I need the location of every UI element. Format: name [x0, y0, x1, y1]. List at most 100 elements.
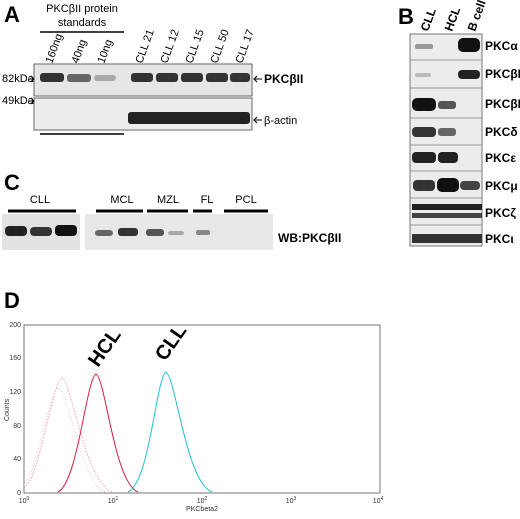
column-label: CLL	[418, 6, 439, 33]
c-bands	[5, 225, 210, 236]
lane-label: CLL 50	[209, 28, 232, 65]
band	[460, 181, 480, 190]
band	[131, 73, 153, 82]
band-label: PKCβII	[264, 72, 303, 86]
row-dividers	[410, 59, 482, 226]
band	[5, 226, 27, 236]
row-label: PKCε	[485, 151, 516, 165]
arrow	[253, 116, 262, 124]
row-label: PKCι	[485, 232, 514, 246]
tick-exp: 2	[205, 496, 208, 502]
band	[437, 178, 459, 192]
band	[438, 152, 458, 163]
band	[95, 230, 113, 236]
lane-label: CLL 21	[134, 28, 157, 65]
band	[146, 229, 164, 236]
b-blots	[409, 33, 483, 247]
group-label: FL	[201, 194, 214, 206]
x-tick-label: 102	[197, 496, 208, 505]
band	[168, 231, 184, 235]
x-ticks: 100 101 102 103 104	[19, 496, 384, 505]
band	[67, 74, 91, 82]
marker-label: 49kDa	[2, 95, 35, 107]
blot-label: WB:PKCβII	[278, 231, 341, 245]
band	[412, 127, 436, 137]
group-label: PCL	[235, 194, 256, 206]
column-label: HCL	[442, 5, 464, 33]
band	[438, 101, 456, 109]
group-labels: CLL MCL MZL FL PCL	[30, 194, 257, 206]
y-tick-label: 160	[9, 355, 21, 362]
standards-title: standards	[58, 17, 107, 29]
isotype-curve	[23, 387, 106, 493]
tick-base: 10	[108, 498, 116, 505]
band	[230, 73, 250, 82]
tick-base: 10	[286, 498, 294, 505]
y-tick-label: 0	[17, 490, 21, 497]
row-label: PKCβII	[485, 97, 520, 111]
band	[412, 152, 436, 163]
lane-label: 160ng	[44, 32, 66, 65]
tick-base: 10	[197, 498, 205, 505]
y-axis-label: Counts	[4, 398, 11, 421]
tick-exp: 4	[381, 496, 384, 502]
panel-letter: C	[4, 170, 20, 195]
band	[458, 38, 480, 52]
arrow	[28, 75, 35, 83]
hcl-curve	[57, 373, 139, 493]
column-label: B cell	[465, 0, 489, 33]
band	[412, 98, 436, 111]
band	[438, 128, 456, 136]
y-tick-label: 80	[13, 423, 21, 430]
band	[196, 230, 210, 235]
panel-letter: A	[4, 2, 20, 27]
arrow	[28, 97, 35, 105]
band	[94, 75, 116, 81]
tick-exp: 1	[116, 496, 119, 502]
y-tick-label: 40	[13, 456, 21, 463]
band	[458, 70, 480, 79]
band	[40, 73, 64, 82]
panel-letter: B	[398, 4, 414, 29]
tick-exp: 0	[27, 496, 30, 502]
band	[206, 73, 228, 82]
lane-labels: 160ng 40ng 10ng CLL 21 CLL 12 CLL 15 CLL…	[44, 28, 257, 65]
panel-letter: D	[4, 288, 20, 313]
bands	[40, 73, 250, 82]
plot-frame	[23, 324, 381, 494]
band	[412, 234, 482, 243]
band	[412, 213, 482, 218]
band	[181, 73, 203, 82]
marker-label: 82kDa	[2, 73, 35, 85]
group-label: MCL	[110, 194, 133, 206]
standards-title: PKCβII protein	[46, 3, 118, 15]
x-tick-label: 100	[19, 496, 30, 505]
row-label: PKCδ	[485, 125, 518, 139]
band	[415, 44, 433, 49]
histograms	[23, 371, 213, 493]
group-label: MZL	[157, 194, 179, 206]
y-tick-label: 200	[9, 322, 21, 329]
band	[118, 228, 138, 236]
cll-curve	[127, 371, 213, 493]
tick-base: 10	[19, 498, 27, 505]
band	[156, 73, 178, 82]
x-tick-label: 101	[108, 496, 119, 505]
arrow	[253, 75, 262, 83]
lane-label: 40ng	[70, 38, 90, 65]
row-label: PKCζ	[485, 206, 516, 220]
blot	[409, 33, 483, 247]
band	[128, 112, 250, 124]
annotation: HCL	[84, 325, 126, 371]
y-ticks: 0 40 80 120 160 200	[9, 322, 21, 497]
band	[413, 180, 435, 191]
lane-label: CLL 12	[159, 28, 182, 65]
group-label: CLL	[30, 194, 50, 206]
tick-base: 10	[373, 498, 381, 505]
x-tick-label: 104	[373, 496, 384, 505]
row-labels: PKCα PKCβI PKCβII PKCδ PKCε PKCμ PKCζ PK…	[485, 39, 520, 246]
band	[415, 73, 431, 77]
x-tick-label: 103	[286, 496, 297, 505]
band	[412, 204, 482, 210]
